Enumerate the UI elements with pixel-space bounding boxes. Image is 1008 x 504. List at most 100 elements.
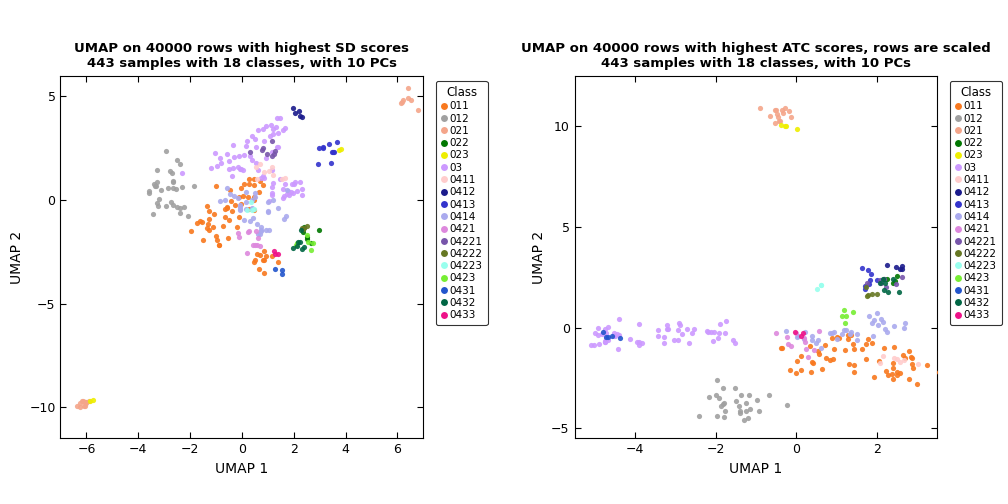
Point <box>587 341 603 349</box>
Point <box>236 151 252 159</box>
Point <box>208 232 224 240</box>
Point <box>810 327 827 335</box>
Point <box>173 183 190 192</box>
Point <box>78 399 94 407</box>
Point <box>200 202 216 210</box>
Point <box>601 336 617 344</box>
Point <box>656 339 672 347</box>
Point <box>79 398 95 406</box>
Point <box>231 229 247 237</box>
Point <box>258 122 274 130</box>
Point <box>231 213 247 221</box>
Point <box>860 266 876 274</box>
Point <box>768 110 784 118</box>
Point <box>742 405 758 413</box>
X-axis label: UMAP 1: UMAP 1 <box>216 462 268 476</box>
Point <box>822 356 838 364</box>
Point <box>202 215 218 223</box>
Point <box>74 397 90 405</box>
Point <box>666 337 682 345</box>
Point <box>227 201 243 209</box>
Point <box>794 329 810 337</box>
Point <box>873 315 889 323</box>
Point <box>172 160 188 168</box>
Point <box>876 285 892 293</box>
Point <box>658 321 674 329</box>
Point <box>611 315 627 323</box>
Point <box>234 165 250 173</box>
Point <box>240 193 256 201</box>
Point <box>174 169 191 177</box>
Point <box>885 275 901 283</box>
Point <box>715 384 731 392</box>
Point <box>238 142 254 150</box>
Point <box>148 199 164 207</box>
Point <box>803 358 820 366</box>
Point <box>611 331 627 339</box>
Point <box>826 345 842 353</box>
Point <box>251 188 267 196</box>
Point <box>231 152 247 160</box>
Point <box>878 367 894 375</box>
Point <box>292 112 308 120</box>
Point <box>877 279 893 287</box>
Point <box>891 288 907 296</box>
Point <box>849 331 865 339</box>
Point <box>251 265 267 273</box>
Point <box>904 354 920 362</box>
Point <box>252 251 268 260</box>
Point <box>752 104 768 112</box>
Point <box>259 150 275 158</box>
Point <box>705 337 721 345</box>
Point <box>592 340 608 348</box>
Point <box>845 340 861 348</box>
Point <box>78 398 94 406</box>
Point <box>800 353 816 361</box>
Point <box>782 113 798 121</box>
Point <box>892 369 908 377</box>
Point <box>212 241 228 249</box>
Point <box>670 326 686 334</box>
Point <box>888 355 904 363</box>
Point <box>249 234 265 242</box>
Point <box>226 192 242 200</box>
Point <box>260 207 276 215</box>
Point <box>816 341 833 349</box>
Point <box>873 279 889 287</box>
Point <box>656 333 672 341</box>
Point <box>311 144 328 152</box>
Point <box>778 327 794 335</box>
Point <box>861 312 877 320</box>
Point <box>256 137 272 145</box>
Point <box>879 328 895 336</box>
Point <box>270 258 286 266</box>
Point <box>894 262 910 270</box>
Point <box>869 308 885 317</box>
Point <box>268 123 284 132</box>
Point <box>741 391 757 399</box>
Point <box>710 334 726 342</box>
Point <box>863 270 879 278</box>
Point <box>300 238 317 246</box>
Point <box>733 391 749 399</box>
Point <box>195 235 211 243</box>
Point <box>876 275 892 283</box>
Point <box>894 273 910 281</box>
Point <box>171 209 187 217</box>
Point <box>834 331 850 339</box>
Point <box>225 171 241 179</box>
Point <box>901 347 917 355</box>
Point <box>749 396 765 404</box>
Point <box>295 242 311 250</box>
Point <box>269 114 285 122</box>
Point <box>886 322 902 330</box>
Point <box>213 197 229 205</box>
Point <box>277 124 293 133</box>
Point <box>280 187 296 195</box>
Point <box>788 357 804 365</box>
Point <box>803 368 820 376</box>
Point <box>200 224 216 232</box>
Point <box>324 148 340 156</box>
Point <box>604 332 620 340</box>
Point <box>72 403 88 411</box>
